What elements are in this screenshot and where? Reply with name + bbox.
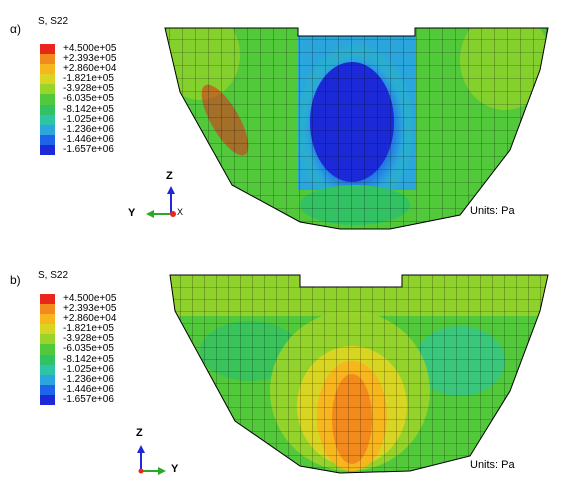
legend-label: -8.142e+05	[63, 353, 114, 365]
panel-b: b) S, S22 +4.500e+05 +2.393e+05 +2.860e+…	[0, 251, 576, 502]
legend-label: -1.236e+06	[63, 373, 114, 385]
stress-contour-b	[137, 274, 549, 475]
legend-label: -1.657e+06	[63, 393, 114, 405]
legend-label: -1.821e+05	[63, 73, 114, 85]
axis-triad-b	[137, 445, 166, 475]
axis-label-y: Y	[128, 207, 136, 219]
legend-swatch	[40, 94, 55, 105]
legend-label: +2.860e+04	[63, 313, 117, 325]
legend-label: -1.025e+06	[63, 113, 114, 125]
legend-label: +4.500e+05	[63, 43, 117, 54]
legend-swatch	[40, 84, 55, 95]
legend-label: -1.446e+06	[63, 383, 114, 395]
legend-label: -6.035e+05	[63, 343, 114, 355]
legend-label: -1.025e+06	[63, 363, 114, 375]
legend-swatch	[40, 344, 55, 355]
legend-label: -1.446e+06	[63, 133, 114, 145]
axis-triad-a	[146, 186, 176, 218]
legend-swatch	[40, 304, 55, 315]
units-label-a: Units: Pa	[470, 205, 515, 217]
panel-a: α) S, S22 +4.500e+05 +2.393e+05 +2.860e+…	[10, 16, 549, 230]
legend-swatch	[40, 334, 55, 345]
axis-label-x: X	[177, 207, 184, 217]
legend-swatch	[40, 314, 55, 325]
legend-swatch	[40, 384, 55, 395]
legend-swatch	[40, 44, 55, 55]
legend-label: -8.142e+05	[63, 103, 114, 115]
axis-label-y: Y	[171, 463, 179, 475]
legend-swatch	[40, 354, 55, 365]
legend-label: +2.393e+05	[63, 303, 117, 315]
legend-label: -3.928e+05	[63, 83, 114, 95]
legend-swatch	[40, 74, 55, 85]
legend-swatch	[40, 104, 55, 115]
legend-swatch	[40, 64, 55, 75]
legend-label: -6.035e+05	[63, 93, 114, 105]
legend-label: -3.928e+05	[63, 333, 114, 345]
legend-swatch	[40, 54, 55, 65]
panel-label-b: b)	[10, 273, 21, 287]
legend-swatch	[40, 134, 55, 145]
legend-swatch	[40, 294, 55, 305]
legend-label: +4.500e+05	[63, 293, 117, 304]
legend-label: -1.821e+05	[63, 323, 114, 335]
stress-contour-a	[146, 27, 549, 230]
legend-label: -1.236e+06	[63, 123, 114, 135]
part-a-body	[165, 28, 548, 229]
legend-title-a: S, S22	[38, 16, 69, 27]
axis-label-z: Z	[166, 170, 173, 182]
units-label-b: Units: Pa	[470, 459, 515, 471]
legend-swatch	[40, 114, 55, 125]
legend-swatch	[40, 144, 55, 156]
legend-swatch	[40, 124, 55, 135]
legend-title-b: S, S22	[38, 270, 69, 281]
legend-swatch	[40, 394, 55, 406]
legend-swatch	[40, 364, 55, 375]
legend-label: +2.393e+05	[63, 53, 117, 65]
legend-label: +2.860e+04	[63, 63, 117, 75]
legend-swatch	[40, 324, 55, 335]
legend-swatch	[40, 374, 55, 385]
legend-label: -1.657e+06	[63, 143, 114, 155]
axis-label-z: Z	[136, 427, 143, 439]
panel-label-a: α)	[10, 22, 21, 36]
part-b-body	[170, 275, 548, 473]
